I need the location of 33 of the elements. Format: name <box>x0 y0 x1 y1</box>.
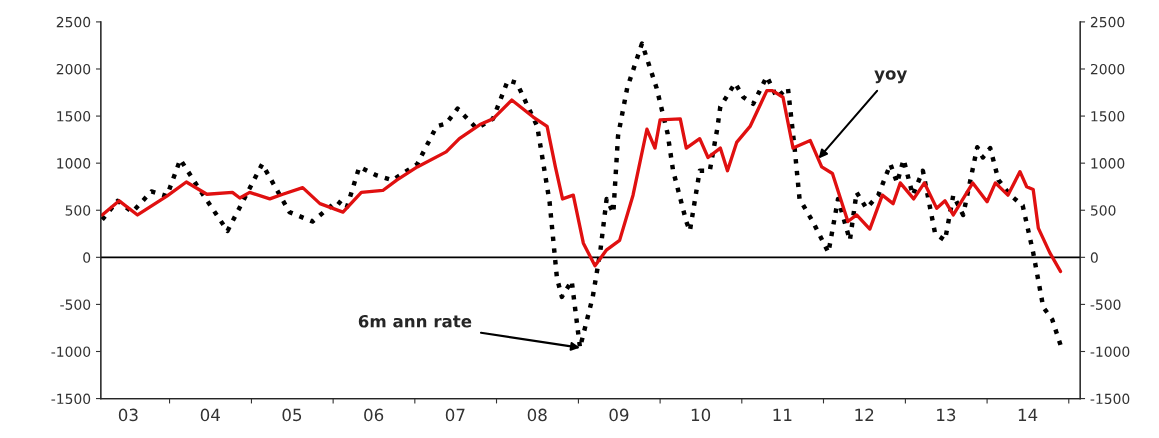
y2-tick-label: -1000 <box>1090 346 1130 357</box>
y-tick-label: -1000 <box>51 346 91 357</box>
y2-tick-label: 500 <box>1090 205 1116 216</box>
y2-tick-label: -500 <box>1090 299 1121 310</box>
x-tick-label: 07 <box>445 408 465 422</box>
x-tick-label: 12 <box>855 408 874 421</box>
x-tick-label: 11 <box>773 408 792 421</box>
y-tick-label: -500 <box>60 299 91 310</box>
x-tick-label: 09 <box>609 408 629 422</box>
y-tick-label: 2500 <box>56 16 91 28</box>
x-tick-label: 06 <box>364 408 384 422</box>
x-tick-label: 10 <box>691 408 711 422</box>
x-tick-label: 04 <box>200 408 220 422</box>
x-tick-label: 13 <box>937 408 956 422</box>
annotation: yoy <box>874 70 907 84</box>
x-tick-label: 05 <box>282 408 302 422</box>
y2-tick-label: 0 <box>1090 252 1098 263</box>
y-tick-label: 0 <box>83 252 91 263</box>
x-tick-label: 14 <box>1018 408 1038 421</box>
x-tick-label: 08 <box>527 408 547 422</box>
y2-tick-label: 2500 <box>1090 16 1125 28</box>
y-tick-label: 1000 <box>57 158 91 169</box>
y2-tick-label: 1000 <box>1091 158 1125 169</box>
line-series <box>100 88 1063 274</box>
y2-tick-label: -1500 <box>1090 393 1130 405</box>
y2-tick-label: 2000 <box>1090 63 1125 75</box>
y-tick-label: -1500 <box>51 393 91 405</box>
y-tick-label: 500 <box>65 205 91 216</box>
y-tick-label: 2000 <box>56 63 91 75</box>
annotation: 6m ann rate <box>358 314 472 328</box>
y-tick-label: 1500 <box>57 111 91 122</box>
y2-tick-label: 1500 <box>1091 111 1125 122</box>
x-tick-label: 03 <box>118 408 138 422</box>
